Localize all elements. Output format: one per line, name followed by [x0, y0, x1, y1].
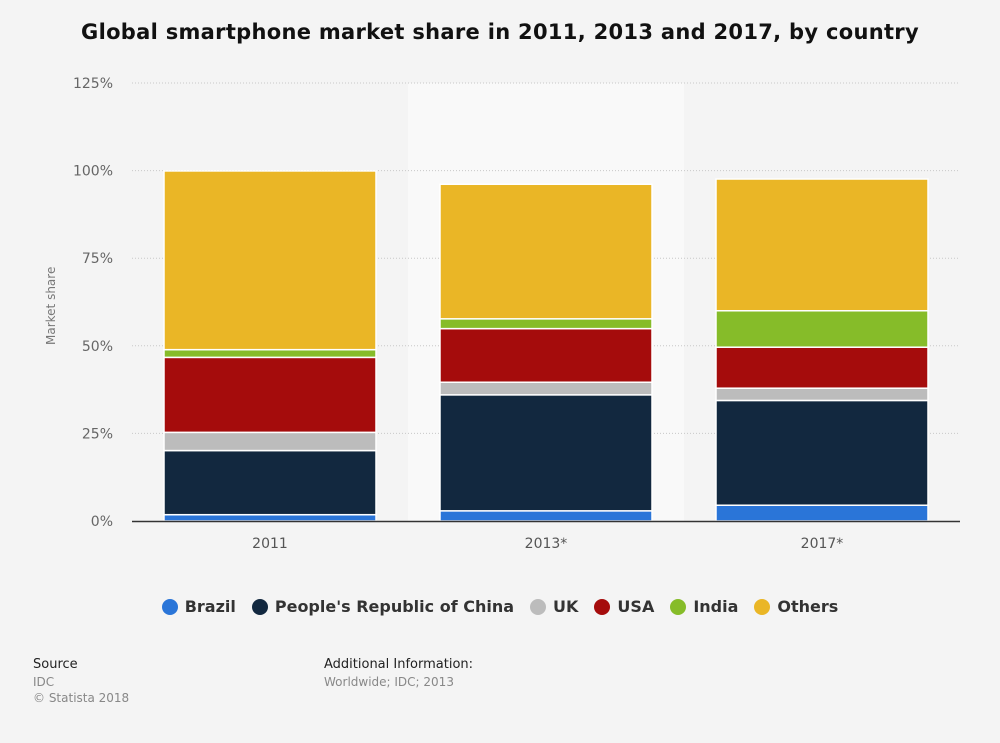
chart-title: Global smartphone market share in 2011, …	[81, 20, 919, 44]
copyright-text[interactable]: © Statista 2018	[33, 691, 130, 705]
bar-segment-people-s-republic-of-china	[715, 399, 929, 506]
bar-segment-others	[163, 170, 377, 351]
legend-item[interactable]: Brazil	[161, 597, 236, 616]
bar-segment-usa	[439, 327, 653, 383]
legend-item[interactable]: Others	[754, 597, 838, 616]
y-tick-label: 100%	[73, 164, 113, 180]
chart-plot: 0% 25% 50% 75% 100% 125% 2011 2013* 2017*	[73, 76, 960, 552]
legend-dot-icon	[670, 598, 687, 615]
legend-dot-icon	[530, 598, 547, 615]
x-tick-label: 2017*	[801, 536, 844, 552]
legend-dot-icon	[251, 598, 268, 615]
additional-info-value: Worldwide; IDC; 2013	[324, 675, 454, 689]
bar-segment-brazil	[439, 510, 653, 522]
legend-label: USA	[617, 597, 655, 616]
legend-dot-icon	[594, 598, 611, 615]
legend-item[interactable]: USA	[594, 597, 654, 616]
source-value[interactable]: IDC	[33, 675, 55, 689]
chart-legend: Brazil People's Republic of China UK USA Ind…	[0, 597, 1000, 616]
bar-segment-uk	[163, 431, 377, 452]
source-label: Source	[33, 657, 78, 672]
y-tick-label: 50%	[82, 339, 113, 355]
legend-label: India	[693, 597, 739, 616]
legend-item[interactable]: India	[670, 597, 738, 616]
bar-segment-india	[439, 318, 653, 330]
bar-segment-india	[163, 348, 377, 359]
legend-dot-icon	[161, 598, 178, 615]
bar-segment-uk	[715, 387, 929, 402]
legend-label: Brazil	[184, 597, 236, 616]
bar-segment-brazil	[715, 504, 929, 522]
bar-segment-people-s-republic-of-china	[439, 394, 653, 512]
bar-segment-others	[715, 178, 929, 312]
legend-item[interactable]: People's Republic of China	[251, 597, 515, 616]
y-tick-label: 25%	[82, 426, 113, 442]
additional-info-label: Additional Information:	[324, 657, 474, 672]
y-tick-label: 125%	[73, 76, 113, 92]
additional-info-block: Additional Information: Worldwide; IDC; …	[324, 657, 473, 690]
bar-segment-usa	[715, 346, 929, 389]
y-tick-label: 75%	[82, 251, 113, 267]
bar-segment-usa	[163, 356, 377, 434]
x-tick-label: 2011	[252, 536, 288, 552]
bar-segment-others	[439, 183, 653, 320]
x-tick-label: 2013*	[525, 536, 568, 552]
y-axis-label: Market share	[44, 266, 58, 345]
legend-label: UK	[553, 597, 579, 616]
bar-segment-india	[715, 310, 929, 348]
bar-segment-brazil	[163, 513, 377, 522]
legend-item[interactable]: UK	[530, 597, 578, 616]
y-tick-label: 0%	[91, 514, 113, 530]
legend-label: People's Republic of China	[274, 597, 515, 616]
bar-segment-people-s-republic-of-china	[163, 449, 377, 516]
legend-label: Others	[777, 597, 839, 616]
legend-dot-icon	[754, 598, 771, 615]
bar-segment-uk	[439, 381, 653, 396]
source-block: Source IDC © Statista 2018	[33, 657, 129, 706]
